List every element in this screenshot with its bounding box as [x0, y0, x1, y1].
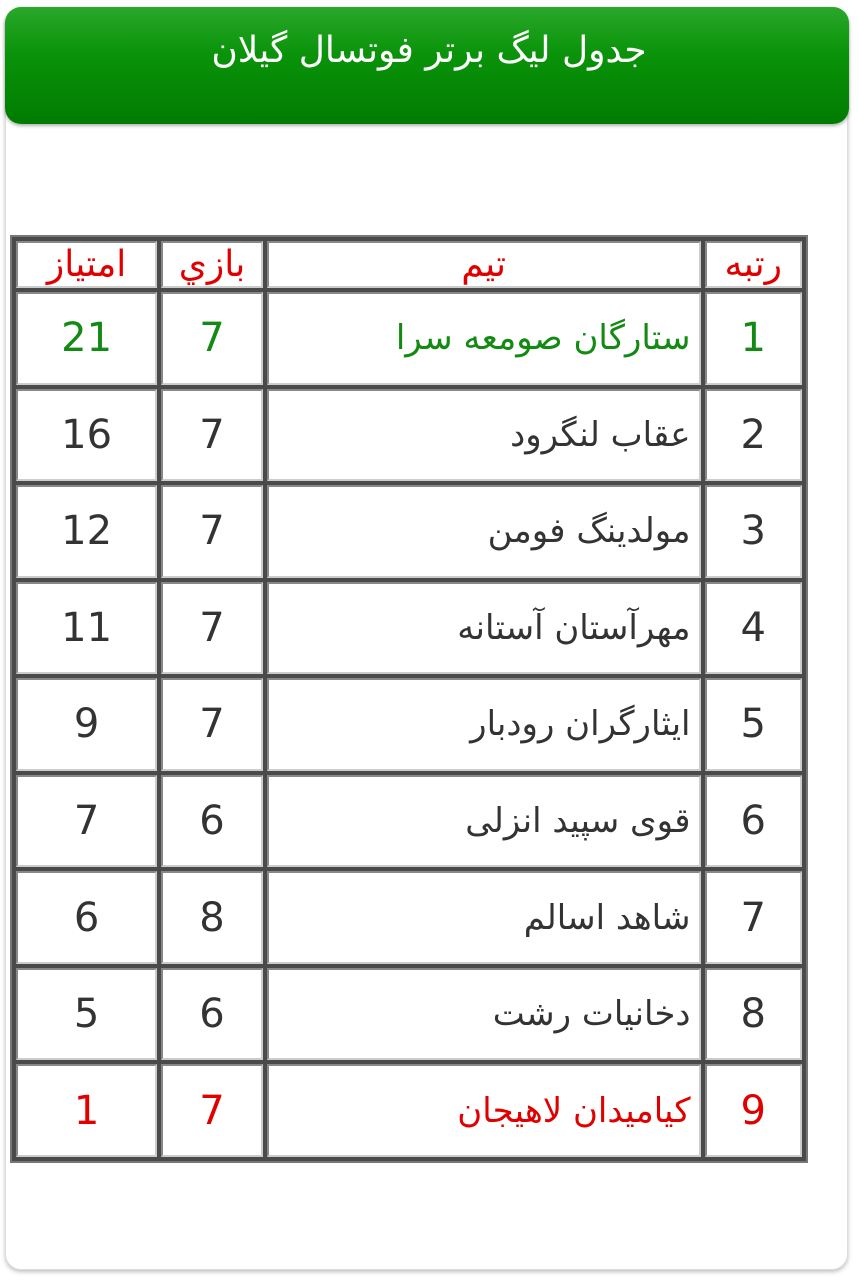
points-cell: 1	[16, 1064, 158, 1157]
games-cell: 7	[161, 388, 263, 482]
team-cell: ستارگان صومعه سرا	[266, 292, 701, 385]
rank-cell: 1	[704, 292, 802, 385]
table-row: 8 دخانیات رشت 6 5	[16, 967, 802, 1061]
points-cell: 7	[16, 774, 158, 868]
rank-cell: 8	[704, 967, 802, 1061]
points-cell: 5	[16, 967, 158, 1061]
points-cell: 11	[16, 581, 158, 675]
team-cell: مولدینگ فومن	[266, 485, 701, 578]
table-row: 2 عقاب لنگرود 7 16	[16, 388, 802, 482]
standings-table: رتبه تیم بازي امتیاز 1 ستارگان صومعه سرا 7…	[10, 235, 808, 1163]
games-cell: 6	[161, 774, 263, 868]
column-header-games: بازي	[161, 241, 263, 288]
table-row: 3 مولدینگ فومن 7 12	[16, 485, 802, 578]
team-cell: شاهد اسالم	[266, 871, 701, 964]
table-row: 5 ایثارگران رودبار 7 9	[16, 678, 802, 771]
team-cell: مهرآستان آستانه	[266, 581, 701, 675]
games-cell: 7	[161, 485, 263, 578]
games-cell: 7	[161, 678, 263, 771]
team-cell: قوی سپید انزلی	[266, 774, 701, 868]
table-row: 1 ستارگان صومعه سرا 7 21	[16, 292, 802, 385]
rank-cell: 9	[704, 1064, 802, 1157]
column-header-points: امتیاز	[16, 241, 158, 288]
column-header-rank: رتبه	[704, 241, 802, 288]
table-row: 7 شاهد اسالم 8 6	[16, 871, 802, 964]
team-cell: ایثارگران رودبار	[266, 678, 701, 771]
rank-cell: 3	[704, 485, 802, 578]
rank-cell: 4	[704, 581, 802, 675]
table-row: 4 مهرآستان آستانه 7 11	[16, 581, 802, 675]
rank-cell: 6	[704, 774, 802, 868]
rank-cell: 5	[704, 678, 802, 771]
team-cell: دخانیات رشت	[266, 967, 701, 1061]
games-cell: 7	[161, 292, 263, 385]
rank-cell: 7	[704, 871, 802, 964]
table-row: 6 قوی سپید انزلی 6 7	[16, 774, 802, 868]
table-header-row: رتبه تیم بازي امتیاز	[16, 241, 802, 288]
points-cell: 9	[16, 678, 158, 771]
games-cell: 7	[161, 1064, 263, 1157]
points-cell: 6	[16, 871, 158, 964]
team-cell: عقاب لنگرود	[266, 388, 701, 482]
column-header-team: تیم	[266, 241, 701, 288]
rank-cell: 2	[704, 388, 802, 482]
points-cell: 12	[16, 485, 158, 578]
table-row: 9 کیامیدان لاهیجان 7 1	[16, 1064, 802, 1157]
games-cell: 6	[161, 967, 263, 1061]
page-title: جدول لیگ برتر فوتسال گیلان	[211, 30, 647, 71]
points-cell: 16	[16, 388, 158, 482]
points-cell: 21	[16, 292, 158, 385]
games-cell: 8	[161, 871, 263, 964]
games-cell: 7	[161, 581, 263, 675]
team-cell: کیامیدان لاهیجان	[266, 1064, 701, 1157]
title-bar: جدول لیگ برتر فوتسال گیلان	[5, 7, 849, 124]
